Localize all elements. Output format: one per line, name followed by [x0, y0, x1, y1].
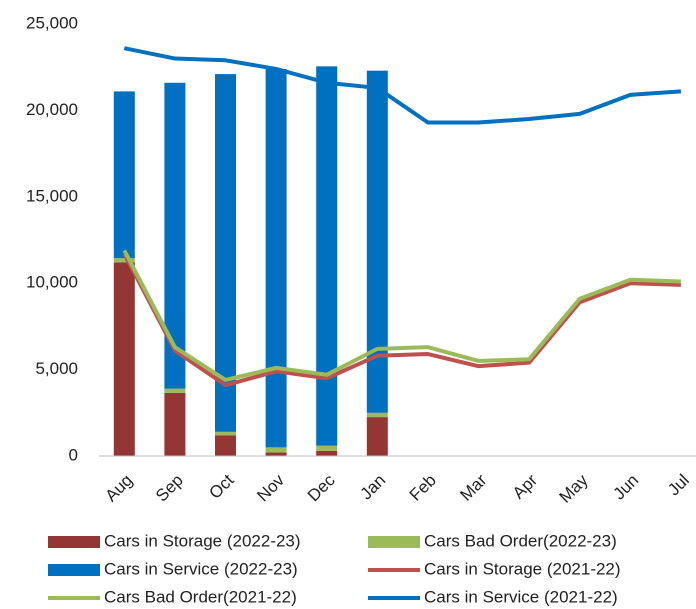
- bar-segment: [316, 445, 338, 451]
- bar-segment: [366, 412, 388, 418]
- y-tick-label: 20,000: [26, 100, 78, 119]
- bar-segment: [215, 435, 236, 456]
- x-tick-label: Dec: [304, 470, 339, 505]
- x-tick-label: Jan: [356, 471, 389, 504]
- x-tick-label: Mar: [456, 470, 490, 504]
- legend-label: Cars in Storage (2021-22): [424, 559, 621, 578]
- bar-segment: [265, 68, 287, 448]
- legend-label: Cars in Storage (2022-23): [104, 531, 301, 550]
- legend-label: Cars in Service (2021-22): [424, 587, 618, 606]
- x-tick-label: Aug: [101, 471, 136, 506]
- bar-segment: [366, 70, 388, 413]
- bar-segment: [113, 91, 135, 259]
- bar-segment: [265, 452, 287, 456]
- x-tick-label: Sep: [152, 471, 187, 506]
- y-tick-label: 15,000: [26, 186, 78, 205]
- legend-marker: [48, 564, 100, 576]
- x-tick-label: Oct: [205, 470, 237, 502]
- bar-segment: [164, 392, 186, 456]
- bar-segment: [113, 262, 135, 456]
- x-tick-label: Nov: [253, 470, 288, 505]
- legend-marker: [368, 536, 420, 548]
- x-tick-label: Apr: [509, 470, 541, 502]
- bar-segment: [215, 431, 236, 436]
- bar-segment: [215, 74, 236, 432]
- bar-segment: [164, 82, 186, 389]
- y-tick-label: 0: [69, 445, 78, 464]
- legend-label: Cars Bad Order(2022-23): [424, 531, 617, 550]
- legend-marker: [48, 536, 100, 548]
- y-tick-label: 5,000: [35, 359, 78, 378]
- x-tick-label: Jul: [664, 471, 693, 500]
- y-tick-label: 25,000: [26, 13, 78, 32]
- bar-segment: [316, 450, 338, 456]
- x-tick-label: Jun: [609, 471, 642, 504]
- x-tick-label: Feb: [406, 471, 440, 505]
- bar-segment: [164, 388, 186, 393]
- line-series: [122, 252, 681, 388]
- x-tick-label: May: [556, 470, 592, 506]
- bar-segment: [366, 417, 388, 456]
- bar-segment: [316, 66, 338, 446]
- bar-segment: [265, 447, 287, 453]
- legend-label: Cars Bad Order(2021-22): [104, 587, 297, 606]
- legend-label: Cars in Service (2022-23): [104, 559, 298, 578]
- bar-segment: [113, 258, 135, 263]
- line-series: [123, 46, 682, 125]
- y-tick-label: 10,000: [26, 273, 78, 292]
- line-series: [122, 249, 681, 382]
